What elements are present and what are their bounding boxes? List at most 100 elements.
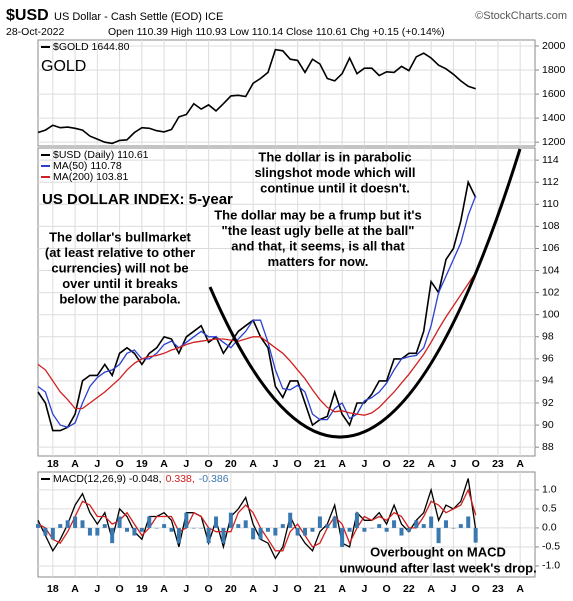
- histogram-bar: [406, 527, 411, 532]
- labels: 1200 1400 1600 1800 2000 $GOLD 1644.80 GOLD 88 9…: [41, 40, 566, 595]
- chart-title: US DOLLAR INDEX: 5-year: [42, 191, 233, 208]
- source: ©StockCharts.com: [475, 10, 567, 22]
- series-line: [37, 48, 476, 145]
- histogram-bar: [80, 520, 85, 528]
- legend: MACD(12,26,9) -0.048, 0.338, -0.386: [53, 473, 229, 485]
- y-tick-label: 0.5: [542, 503, 557, 515]
- y-tick-label: 0.0: [542, 522, 557, 534]
- date: 28-Oct-2022: [6, 26, 65, 38]
- x-tick-label: O: [294, 458, 302, 470]
- histogram-bar: [199, 527, 204, 529]
- histogram-bar: [280, 524, 285, 528]
- x-tick-label: 19: [136, 458, 148, 470]
- histogram-bar: [243, 520, 248, 528]
- legend-entry: MACD(12,26,9) -0.048,: [53, 473, 162, 485]
- histogram-bar: [236, 524, 241, 528]
- x-tick-label: J: [272, 583, 278, 595]
- note-line: unwound after last week's drop.: [339, 560, 536, 575]
- x-tick-label: A: [516, 583, 524, 595]
- histogram-bar: [95, 527, 100, 536]
- note-line: over until it breaks: [62, 276, 178, 291]
- note-line: The dollar may be a frump but it's: [214, 207, 422, 222]
- histogram-bar: [295, 527, 300, 536]
- histogram-bar: [162, 524, 167, 528]
- x-tick-label: A: [427, 583, 435, 595]
- x-tick-label: A: [338, 458, 346, 470]
- legend-entry: -0.386: [199, 473, 229, 485]
- histogram-bar: [303, 527, 308, 536]
- y-tick-label: 1400: [542, 112, 566, 124]
- histogram-bar: [191, 527, 196, 529]
- histogram-bar: [414, 520, 419, 528]
- y-tick-label: -1.0: [542, 560, 560, 572]
- x-tick-label: 23: [492, 583, 504, 595]
- y-tick-label: 100: [542, 308, 560, 320]
- y-tick-label: 1600: [542, 88, 566, 100]
- histogram-bar: [117, 516, 122, 528]
- note-line: below the parabola.: [59, 291, 180, 306]
- annotation: GOLD: [41, 58, 86, 75]
- series-line: [37, 272, 477, 416]
- y-tick-label: 106: [542, 242, 560, 254]
- y-tick-label: 108: [542, 220, 560, 232]
- x-tick-label: J: [94, 583, 100, 595]
- legend-entry: 0.338,: [166, 473, 195, 485]
- x-tick-label: J: [183, 458, 189, 470]
- histogram-bar: [43, 527, 48, 536]
- histogram-bar: [317, 516, 322, 528]
- x-tick-label: O: [116, 458, 124, 470]
- histogram-bar: [184, 512, 189, 528]
- y-tick-label: 114: [542, 154, 559, 166]
- histogram-bar: [436, 527, 441, 544]
- legend-entry: $GOLD 1644.80: [53, 41, 130, 53]
- x-tick-label: A: [160, 458, 168, 470]
- histogram-bar: [429, 516, 434, 528]
- x-tick-label: A: [249, 458, 257, 470]
- histogram-bar: [110, 527, 115, 544]
- y-tick-label: 102: [542, 286, 560, 298]
- x-tick-label: A: [516, 458, 524, 470]
- histogram-bar: [132, 527, 137, 536]
- legend-entry: MA(50) 110.78: [53, 160, 122, 172]
- x-tick-label: 23: [492, 458, 504, 470]
- histogram-bar: [310, 527, 315, 532]
- instrument-name: US Dollar - Cash Settle (EOD) ICE: [54, 11, 223, 23]
- series-line: [37, 195, 477, 429]
- x-tick-label: A: [338, 583, 346, 595]
- histogram-bar: [340, 527, 345, 547]
- histogram-bar: [325, 524, 330, 528]
- histogram-bar: [273, 527, 278, 536]
- plot: [36, 48, 478, 560]
- y-tick-label: 2000: [542, 40, 566, 52]
- x-tick-label: 21: [314, 458, 326, 470]
- histogram-bar: [228, 512, 233, 528]
- histogram-bar: [384, 527, 389, 532]
- x-tick-label: A: [71, 458, 79, 470]
- x-tick-label: 19: [136, 583, 148, 595]
- x-tick-label: A: [249, 583, 257, 595]
- note-line: The dollar is in parabolic: [258, 149, 411, 164]
- note-line: "the least ugly belle at the ball": [222, 223, 415, 238]
- y-tick-label: -0.5: [542, 541, 560, 553]
- y-tick-label: 1.0: [542, 484, 557, 496]
- histogram-bar: [176, 527, 181, 544]
- histogram-bar: [332, 516, 337, 528]
- histogram-bar: [458, 524, 463, 528]
- histogram-bar: [466, 516, 471, 528]
- histogram-bar: [73, 516, 78, 528]
- histogram-bar: [102, 524, 107, 528]
- y-tick-label: 96: [542, 353, 554, 365]
- y-tick-label: 104: [542, 264, 560, 276]
- histogram-bar: [206, 527, 211, 544]
- y-tick-label: 110: [542, 198, 559, 210]
- x-tick-label: O: [383, 458, 391, 470]
- histogram-bar: [369, 527, 374, 529]
- y-tick-label: 112: [542, 176, 559, 188]
- x-tick-label: O: [383, 583, 391, 595]
- x-tick-label: O: [294, 583, 302, 595]
- histogram-bar: [473, 527, 478, 543]
- histogram-bar: [169, 527, 174, 532]
- x-tick-label: A: [160, 583, 168, 595]
- histogram-bar: [347, 527, 352, 532]
- x-tick-label: O: [205, 458, 213, 470]
